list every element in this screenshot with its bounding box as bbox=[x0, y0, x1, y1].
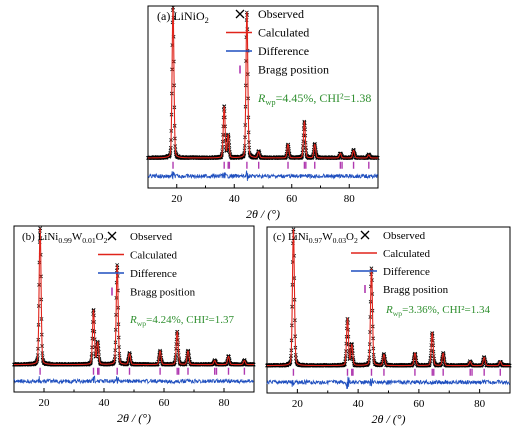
legend-observed-label: Observed bbox=[258, 7, 304, 21]
x-tick-label: 60 bbox=[413, 398, 425, 410]
x-tick-label: 60 bbox=[159, 397, 171, 409]
x-tick-label: 40 bbox=[99, 397, 111, 409]
difference-curve bbox=[13, 375, 255, 385]
panel-label-text: (a) LiNiO bbox=[157, 9, 205, 23]
x-tick-label: 80 bbox=[344, 193, 356, 205]
panel-label-text: (b) LiNi bbox=[22, 231, 58, 243]
legend-difference-label: Difference bbox=[258, 44, 309, 58]
legend-observed-marker bbox=[235, 9, 245, 19]
x-tick-label: 80 bbox=[219, 397, 231, 409]
x-axis-label: 2θ / (°) bbox=[117, 411, 151, 425]
r-factor-values: =3.36%, CHI²=1.34 bbox=[402, 304, 490, 316]
r-factor-annotation: Rwp=4.24%, CHI²=1.37 bbox=[129, 314, 234, 328]
panel-label-text: W bbox=[322, 231, 333, 243]
legend-calculated-label: Calculated bbox=[383, 248, 431, 260]
panel-label-subscript: 2 bbox=[104, 236, 108, 245]
legend-observed-label: Observed bbox=[130, 231, 173, 243]
x-tick-label: 20 bbox=[171, 193, 183, 205]
chart-panel-a: 20 40 60 80 2θ / (°) (a) LiNiO2 Observed Calcul… bbox=[146, 5, 380, 221]
r-factor-values: =4.24%, CHI²=1.37 bbox=[146, 314, 234, 326]
x-tick-label: 40 bbox=[353, 398, 365, 410]
panel-label-subscript: 0.97 bbox=[309, 236, 323, 245]
panel-label-subscript: 0.03 bbox=[333, 236, 347, 245]
legend-bragg-label: Bragg position bbox=[258, 63, 329, 77]
x-tick-label: 60 bbox=[286, 193, 298, 205]
legend-observed-label: Observed bbox=[383, 230, 426, 242]
legend-calculated-label: Calculated bbox=[258, 26, 309, 40]
legend-calculated-label: Calculated bbox=[130, 250, 178, 262]
panel-label-subscript: 0.99 bbox=[58, 236, 72, 245]
panel-label-text: (c) LiNi bbox=[273, 231, 309, 243]
panel-label-subscript: 0.01 bbox=[82, 236, 96, 245]
r-factor-subscript: wp bbox=[393, 309, 403, 318]
x-tick-label: 20 bbox=[292, 398, 304, 410]
difference-curve bbox=[147, 169, 379, 181]
calculated-curve bbox=[148, 7, 378, 159]
legend: Observed Calculated Difference Bragg positi… bbox=[226, 7, 329, 77]
panel-label-subscript: 2 bbox=[205, 16, 209, 25]
legend-bragg-label: Bragg position bbox=[383, 284, 449, 296]
chart-panel-c: 20 40 60 80 2θ / (°) (c) LiNi0.97W0.03O2 Obser… bbox=[265, 226, 512, 426]
panel-label-text: W bbox=[72, 231, 83, 243]
panel-label-text: O bbox=[96, 231, 104, 243]
x-tick-label: 80 bbox=[474, 398, 486, 410]
r-factor-subscript: wp bbox=[265, 98, 275, 107]
x-tick-label: 20 bbox=[39, 397, 51, 409]
r-factor-symbol: R bbox=[129, 314, 137, 326]
x-axis-label: 2θ / (°) bbox=[246, 207, 280, 221]
calculated-curve bbox=[14, 228, 254, 366]
panel-label-text: O bbox=[346, 231, 354, 243]
x-axis-label: 2θ / (°) bbox=[371, 412, 405, 426]
panel-label: (a) LiNiO2 bbox=[157, 9, 209, 25]
legend-difference-label: Difference bbox=[383, 266, 430, 278]
legend-observed-marker bbox=[107, 231, 117, 241]
legend: Observed Calculated Difference Bragg positi… bbox=[98, 231, 196, 299]
r-factor-symbol: R bbox=[257, 91, 266, 105]
x-tick-label: 40 bbox=[229, 193, 241, 205]
r-factor-values: =4.45%, CHI²=1.38 bbox=[276, 91, 372, 105]
legend-bragg-label: Bragg position bbox=[130, 287, 196, 299]
r-factor-subscript: wp bbox=[137, 319, 147, 328]
panel-label: (b) LiNi0.99W0.01O2 bbox=[22, 231, 108, 245]
r-factor-annotation: Rwp=4.45%, CHI²=1.38 bbox=[257, 91, 371, 107]
panel-label-subscript: 2 bbox=[354, 236, 358, 245]
legend-difference-label: Difference bbox=[130, 268, 177, 280]
